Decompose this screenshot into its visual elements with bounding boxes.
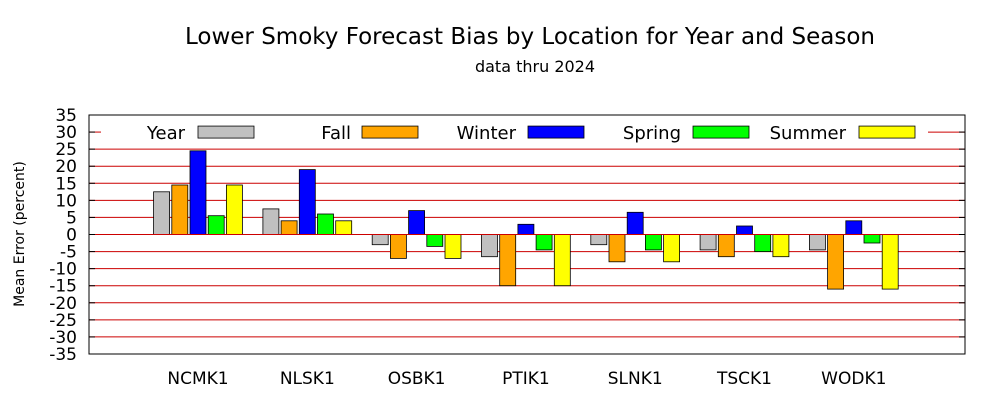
bar-year-tsck1 [699, 234, 717, 251]
legend-swatch-spring [692, 125, 750, 139]
legend: Year Fall Winter Spring Summer [146, 123, 916, 144]
x-category-label: NLSK1 [280, 369, 335, 389]
bar-year-ptik1 [481, 234, 498, 258]
y-axis-label: Mean Error (percent) [12, 161, 28, 307]
x-category-label: TSCK1 [716, 369, 772, 389]
y-tick-label: -30 [49, 328, 77, 348]
chart-subtitle: data thru 2024 [475, 57, 595, 76]
chart-title: Lower Smoky Forecast Bias by Location fo… [185, 24, 875, 50]
bar-winter-ptik1 [517, 223, 535, 235]
bar-summer-osbk1 [444, 234, 462, 259]
legend-swatch-year [197, 125, 255, 139]
bar-year-osbk1 [371, 234, 389, 246]
bar-summer-nlsk1 [335, 220, 353, 235]
x-axis-categories: NCMK1 NLSK1 OSBK1 PTIK1 SLNK1 TSCK1 WODK1 [167, 369, 886, 389]
bar-spring-wodk1 [863, 234, 881, 244]
bar-winter-nlsk1 [298, 169, 316, 235]
bar-winter-osbk1 [408, 210, 426, 235]
bar-fall-ncmk1 [171, 184, 189, 235]
bar-year-wodk1 [809, 234, 826, 251]
y-tick-label: -25 [49, 311, 77, 331]
x-category-label: PTIK1 [502, 369, 550, 389]
bar-spring-nlsk1 [317, 213, 334, 235]
y-tick-label: 35 [55, 106, 77, 126]
bar-fall-wodk1 [827, 234, 844, 290]
bar-fall-ptik1 [499, 234, 517, 287]
y-tick-label: 0 [66, 226, 77, 246]
y-tick-label: 5 [66, 208, 77, 228]
bar-winter-tsck1 [736, 225, 753, 235]
plot-frame [88, 114, 966, 355]
y-tick-label: 20 [55, 157, 77, 177]
bar-summer-tsck1 [772, 234, 790, 258]
bar-fall-slnk1 [608, 234, 626, 263]
x-category-label: WODK1 [821, 369, 886, 389]
bar-winter-slnk1 [626, 211, 644, 235]
legend-label-summer: Summer [770, 123, 847, 144]
x-category-label: OSBK1 [388, 369, 446, 389]
bar-year-nlsk1 [262, 208, 280, 235]
bar-summer-ncmk1 [225, 184, 243, 235]
bar-winter-ncmk1 [189, 150, 207, 235]
bar-fall-tsck1 [717, 234, 735, 258]
legend-swatch-winter [527, 125, 585, 139]
bar-summer-wodk1 [881, 234, 899, 290]
y-tick-label: 25 [55, 140, 77, 160]
legend-label-year: Year [146, 123, 186, 144]
y-tick-label: -10 [49, 260, 77, 280]
bar-year-ncmk1 [153, 191, 171, 235]
legend-label-fall: Fall [321, 123, 351, 144]
bar-spring-slnk1 [645, 234, 662, 251]
x-category-label: NCMK1 [167, 369, 228, 389]
bar-spring-tsck1 [754, 234, 772, 253]
y-tick-label: -15 [49, 277, 77, 297]
bar-spring-ptik1 [535, 234, 553, 251]
y-tick-label: -35 [49, 345, 77, 365]
y-tick-label: 30 [55, 123, 77, 143]
bar-spring-ncmk1 [207, 215, 225, 235]
bar-summer-slnk1 [663, 234, 680, 263]
legend-swatch-fall [361, 125, 419, 139]
bar-fall-osbk1 [389, 234, 407, 259]
bar-winter-wodk1 [845, 220, 863, 235]
bar-summer-ptik1 [553, 234, 571, 287]
bar-fall-nlsk1 [280, 220, 298, 235]
bar-spring-osbk1 [426, 234, 444, 247]
legend-label-winter: Winter [457, 123, 517, 144]
x-category-label: SLNK1 [608, 369, 663, 389]
legend-swatch-summer [858, 125, 916, 139]
bar-year-slnk1 [590, 234, 608, 246]
legend-label-spring: Spring [623, 123, 681, 144]
y-tick-label: -20 [49, 294, 77, 314]
y-tick-label: 10 [55, 191, 77, 211]
y-tick-label: 15 [55, 174, 77, 194]
y-tick-label: -5 [60, 243, 77, 263]
